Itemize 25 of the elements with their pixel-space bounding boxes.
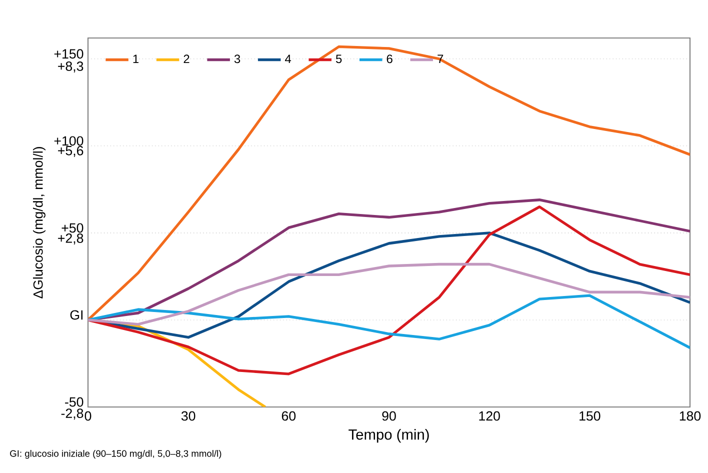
y2-tick-label: -2,8 (61, 408, 84, 420)
y-tick-label: -50 (65, 397, 84, 407)
y2-tick-label: +5,6 (58, 146, 84, 157)
legend-label: 4 (284, 54, 292, 63)
legend-label: 2 (184, 54, 190, 64)
legend-label: 6 (386, 54, 392, 64)
x-tick-label: 0 (84, 411, 92, 421)
legend-label: 5 (336, 54, 342, 64)
y2-tick-label: +2,8 (58, 233, 84, 244)
y2-tick-label: +8,3 (58, 61, 84, 73)
x-tick-label: 180 (680, 411, 701, 421)
x-axis-title: Tempo (min) (348, 428, 429, 443)
y-tick-label: +50 (62, 223, 84, 233)
x-tick-label: 120 (479, 411, 500, 421)
text: GI: glucosio iniziale (90–150 mg/dl, 5,0–8,3 mmol/l) (10, 450, 222, 459)
y-tick-label: +150 (54, 49, 84, 59)
y-tick-label: +100 (54, 136, 84, 146)
legend-label: 1 (133, 54, 138, 63)
x-tick-label: 90 (382, 411, 396, 421)
legend-label: 3 (234, 54, 240, 64)
y-tick-label: GI (70, 310, 83, 320)
x-tick-label: 150 (580, 411, 600, 421)
y-axis-title: ΔGlucosio (mg/dl, mmol/l) (33, 147, 46, 298)
x-tick-label: 60 (282, 411, 296, 421)
x-tick-label: 30 (181, 411, 196, 421)
